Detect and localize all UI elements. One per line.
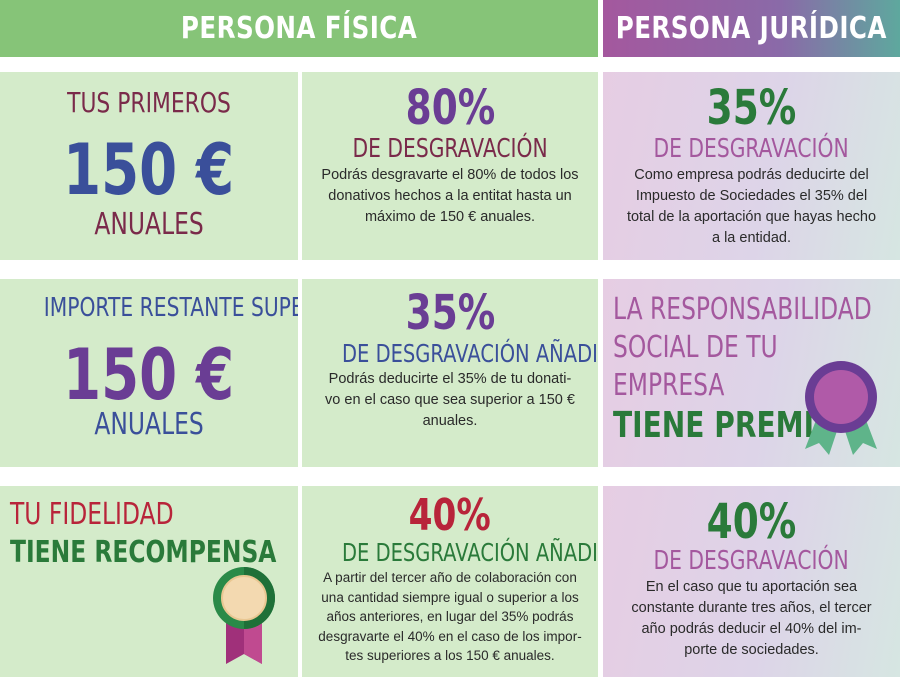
subtitle: DE DESGRAVACIÓN AÑADIDA bbox=[342, 538, 598, 567]
description-line: constante durante tres años, el tercer bbox=[631, 600, 872, 616]
header-persona-juridica: PERSONA JURÍDICA bbox=[603, 0, 900, 57]
percent-value: 35% bbox=[706, 80, 797, 136]
cell-juridica-35: 35% DE DESGRAVACIÓN Como empresa podrás … bbox=[603, 72, 900, 260]
description-line: una cantidad siempre igual o superior a … bbox=[321, 589, 579, 605]
description-line: Impuesto de Sociedades el 35% del bbox=[635, 188, 868, 204]
description-line: total de la aportación que hayas hecho bbox=[626, 209, 877, 225]
description-line: años anteriores, en lugar del 35% podrás bbox=[326, 609, 574, 624]
percent-value: 40% bbox=[706, 494, 797, 550]
medal-icon bbox=[213, 567, 275, 664]
cell-bottom-label: ANUALES bbox=[94, 407, 204, 442]
description-line: vo en el caso que sea superior a 150 € bbox=[325, 392, 575, 408]
description-line: A partir del tercer año de colaboración … bbox=[323, 570, 577, 585]
cell-responsabilidad-social: LA RESPONSABILIDAD SOCIAL DE TU EMPRESA … bbox=[603, 279, 900, 467]
cell-80-desgravacion: 80% DE DESGRAVACIÓN Podrás desgravarte e… bbox=[302, 72, 598, 260]
header-fisica-label: PERSONA FÍSICA bbox=[180, 11, 418, 46]
description: Como empresa podrás deducirte del Impues… bbox=[603, 165, 900, 249]
cell-35-anadida: 35% DE DESGRAVACIÓN AÑADIDA Podrás deduc… bbox=[302, 279, 598, 467]
description-line: Podrás deducirte el 35% de tu donati- bbox=[328, 371, 572, 387]
description: En el caso que tu aportación sea constan… bbox=[603, 577, 900, 661]
description-line: desgravarte el 40% en el caso de los imp… bbox=[318, 628, 582, 644]
amount-value: 150 € bbox=[63, 334, 235, 416]
description-line: año podrás deducir el 40% del im- bbox=[641, 621, 862, 637]
description-line: donativos hechos a la entitat hasta un bbox=[328, 188, 572, 204]
description-line: En el caso que tu aportación sea bbox=[645, 579, 858, 595]
description-line: porte de sociedades. bbox=[684, 642, 819, 658]
cell-bottom-label: ANUALES bbox=[94, 207, 204, 242]
percent-value: 35% bbox=[405, 285, 495, 341]
percent-value: 80% bbox=[405, 80, 495, 136]
percent-value: 40% bbox=[408, 490, 492, 541]
text-line: EMPRESA bbox=[613, 368, 725, 403]
cell-importe-restante: IMPORTE RESTANTE SUPERIOR 150 € ANUALES bbox=[0, 279, 298, 467]
cell-juridica-40: 40% DE DESGRAVACIÓN En el caso que tu ap… bbox=[603, 486, 900, 677]
cell-40-anadida: 40% DE DESGRAVACIÓN AÑADIDA A partir del… bbox=[302, 486, 598, 677]
award-ribbon-icon bbox=[805, 361, 877, 455]
amount-value: 150 € bbox=[63, 129, 235, 211]
subtitle: DE DESGRAVACIÓN bbox=[653, 134, 850, 164]
description-line: tes superiores a los 150 € anuales. bbox=[345, 648, 555, 663]
cell-primeros-150: TUS PRIMEROS 150 € ANUALES bbox=[0, 72, 298, 260]
subtitle: DE DESGRAVACIÓN bbox=[653, 546, 850, 576]
cell-fidelidad: TU FIDELIDAD TIENE RECOMPENSA bbox=[0, 486, 298, 677]
header-persona-fisica: PERSONA FÍSICA bbox=[0, 0, 598, 57]
text-line: SOCIAL DE TU bbox=[613, 330, 778, 365]
recompensa-label: TIENE RECOMPENSA bbox=[10, 535, 277, 570]
description: Podrás desgravarte el 80% de todos los d… bbox=[302, 165, 598, 228]
responsabilidad-text: LA RESPONSABILIDAD SOCIAL DE TU EMPRESA bbox=[613, 291, 900, 405]
header-juridica-label: PERSONA JURÍDICA bbox=[615, 11, 888, 46]
fidelidad-label: TU FIDELIDAD bbox=[10, 497, 174, 532]
subtitle: DE DESGRAVACIÓN AÑADIDA bbox=[342, 339, 598, 368]
description-line: anuales. bbox=[422, 413, 478, 429]
tiene-premio-label: TIENE PREMIO bbox=[613, 405, 838, 446]
description: A partir del tercer año de colaboración … bbox=[302, 568, 598, 666]
description: Podrás deducirte el 35% de tu donati- vo… bbox=[302, 369, 598, 432]
description-line: Como empresa podrás deducirte del bbox=[634, 167, 869, 183]
description-line: Podrás desgravarte el 80% de todos los bbox=[321, 167, 579, 183]
subtitle: DE DESGRAVACIÓN bbox=[352, 134, 548, 164]
text-line: LA RESPONSABILIDAD bbox=[613, 292, 872, 327]
description-line: a la entidad. bbox=[711, 230, 791, 246]
cell-top-label: IMPORTE RESTANTE SUPERIOR bbox=[43, 293, 298, 323]
description-line: máximo de 150 € anuales. bbox=[364, 209, 536, 225]
cell-top-label: TUS PRIMEROS bbox=[67, 86, 231, 119]
